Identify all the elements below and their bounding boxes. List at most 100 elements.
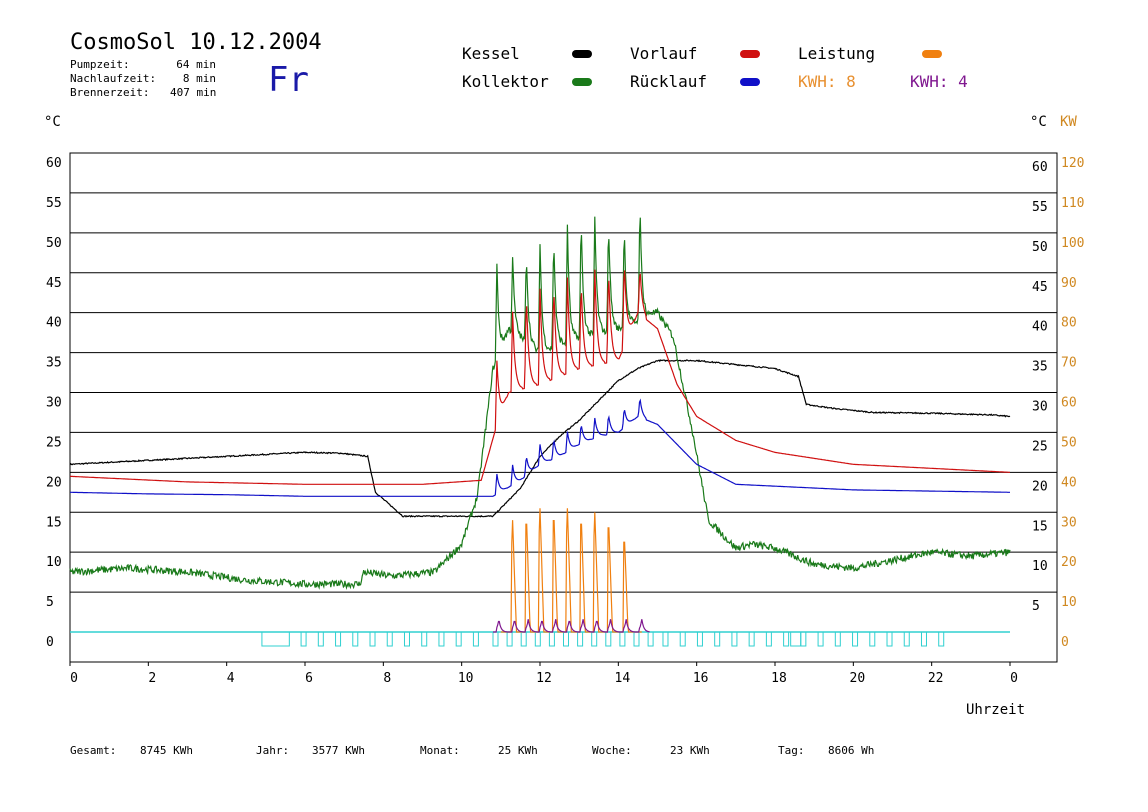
stat-row-nachlaufzeit: Nachlaufzeit: 8 min [70,72,216,85]
grid-lines [69,152,1058,666]
footer-woche-label: Woche: [592,744,632,757]
pump-box [748,631,755,647]
right-axis-unit: °C [1030,114,1047,130]
legend-vorlauf-swatch [740,50,760,58]
pump-box [647,631,654,647]
y2-tick-label: 20 [1061,555,1077,570]
stat-label: Nachlaufzeit: [70,72,157,85]
y-tick-label: 30 [46,396,62,411]
y-tick-label: 10 [46,555,62,570]
pump-box [605,631,612,647]
y-tick-label: 55 [46,196,62,211]
pump-box [800,631,807,647]
x-axis-label: Uhrzeit [966,702,1026,718]
y-tick-label: 0 [46,635,54,650]
stat-label: Brennerzeit: [70,86,150,99]
pump-box [903,631,910,647]
pump-box [696,631,703,647]
weekday-label: Fr [268,60,309,100]
y2-tick-label: 90 [1061,276,1077,291]
left-axis-unit: °C [44,114,61,130]
pump-box [765,631,772,647]
footer-monat-value: 25 KWh [498,744,538,757]
x-tick-label: 18 [771,671,787,686]
pump-box [403,631,410,647]
pump-box [633,631,640,647]
pump-box [421,631,428,647]
y-right-tick-label: 55 [1032,200,1048,215]
y-right-tick-label: 60 [1032,160,1048,175]
legend-kessel-swatch [572,50,592,58]
stat-label: Pumpzeit: [70,58,130,71]
pump-box [548,631,555,647]
legend-leistung-swatch [922,50,942,58]
pump-box [852,631,859,647]
y2-tick-label: 60 [1061,396,1077,411]
y-right-tick-label: 35 [1032,360,1048,375]
stat-value: 8 min [182,72,216,85]
y2-tick-label: 40 [1061,475,1077,490]
pump-box [506,631,513,647]
y-right-tick-label: 20 [1032,479,1048,494]
pump-box [317,631,324,647]
legend-ruecklauf-swatch [740,78,760,86]
chart-title: CosmoSol 10.12.2004 [70,30,322,55]
y2-tick-label: 110 [1061,196,1084,211]
pump-box [869,631,876,647]
y2-tick-label: 100 [1061,236,1084,251]
pump-box [886,631,893,647]
series-line-kwh-purple [493,619,650,633]
plot-frame [69,152,1058,663]
series-line-ruecklauf [70,398,1010,497]
y-tick-label: 25 [46,435,62,450]
y-right-tick-label: 30 [1032,400,1048,415]
pump-box [817,631,824,647]
y-tick-label: 45 [46,276,62,291]
y-right-tick-label: 15 [1032,519,1048,534]
series-lines [69,216,1011,633]
pump-box [386,631,393,647]
legend-kessel-label: Kessel [462,44,520,63]
pump-box [619,631,626,647]
y2-tick-label: 10 [1061,595,1077,610]
series-line-vorlauf [69,269,1010,485]
footer-tag-value: 8606 Wh [828,744,875,757]
pump-box [520,631,527,647]
series-line-kessel [69,359,1011,518]
pump-box [938,631,945,647]
y2-tick-label: 50 [1061,435,1077,450]
pump-box [455,631,462,647]
y-tick-label: 15 [46,515,62,530]
y-right-tick-label: 50 [1032,240,1048,255]
x-tick-label: 8 [383,671,391,686]
footer-monat-label: Monat: [420,744,460,757]
x-tick-label: 0 [70,671,78,686]
x-tick-label: 10 [458,671,474,686]
tick-labels: 0510152025303540455055605101520253035404… [46,156,1084,686]
pump-box [920,631,927,647]
y-right-tick-label: 5 [1032,599,1040,614]
legend-ruecklauf-label: Rücklauf [630,72,708,91]
y-right-tick-label: 45 [1032,280,1048,295]
y-tick-label: 50 [46,236,62,251]
y-tick-label: 5 [46,595,54,610]
stat-row-brennerzeit: Brennerzeit: 407 min [70,86,216,99]
right-axis2-unit: KW [1060,114,1077,130]
y-right-tick-label: 10 [1032,559,1048,574]
pump-box [591,631,598,647]
legend-kwh-orange: KWH: 8 [798,72,856,91]
pump-box [300,631,307,647]
pump-box [714,631,721,647]
pump-box [834,631,841,647]
stat-row-pumpzeit: Pumpzeit: 64 min [70,58,216,71]
y-right-tick-label: 25 [1032,439,1048,454]
x-tick-label: 4 [227,671,235,686]
pump-box [790,631,802,647]
x-tick-label: 2 [148,671,156,686]
pump-box [783,631,790,647]
y2-tick-label: 70 [1061,356,1077,371]
x-tick-label: 22 [928,671,944,686]
pump-box [261,631,290,647]
y2-tick-label: 30 [1061,515,1077,530]
